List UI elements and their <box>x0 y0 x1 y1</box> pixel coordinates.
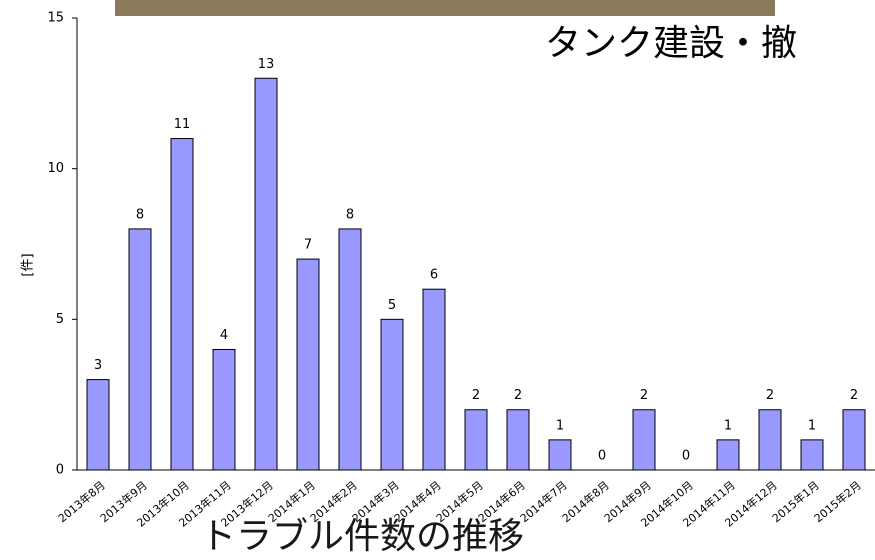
value-label: 4 <box>220 328 228 343</box>
y-tick-label: 10 <box>47 161 64 176</box>
value-label: 0 <box>682 449 690 464</box>
y-axis-label: [件] <box>21 253 36 276</box>
bar <box>296 258 320 471</box>
bar <box>548 439 572 471</box>
value-label: 11 <box>174 117 191 132</box>
value-label: 2 <box>766 388 774 403</box>
value-label: 2 <box>514 388 522 403</box>
value-label: 6 <box>430 268 438 283</box>
value-label: 3 <box>94 358 102 373</box>
bar <box>758 409 782 471</box>
chart-subtitle: トラブル件数の推移 <box>200 516 524 557</box>
photo-strip <box>115 0 775 16</box>
y-tick-label: 5 <box>56 312 64 327</box>
value-label: 2 <box>850 388 858 403</box>
value-label: 8 <box>346 207 354 222</box>
bar <box>842 409 866 471</box>
value-label: 2 <box>472 388 480 403</box>
bar <box>86 379 110 471</box>
y-tick-label: 15 <box>47 11 64 26</box>
bar <box>380 318 404 471</box>
bar <box>422 288 446 471</box>
chart-title: タンク建設・撤 <box>545 23 797 64</box>
bar <box>632 409 656 471</box>
bar <box>506 409 530 471</box>
bar <box>254 77 278 471</box>
x-tick-label: 2015年2月 <box>811 478 864 525</box>
value-label: 0 <box>598 449 606 464</box>
value-label: 13 <box>258 57 275 72</box>
value-label: 1 <box>556 418 564 433</box>
value-label: 2 <box>640 388 648 403</box>
bar <box>716 439 740 471</box>
bar <box>800 439 824 471</box>
value-label: 5 <box>388 298 396 313</box>
bar <box>338 228 362 471</box>
value-label: 1 <box>808 418 816 433</box>
value-label: 1 <box>724 418 732 433</box>
y-tick-label: 0 <box>56 463 64 478</box>
value-label: 8 <box>136 207 144 222</box>
bar <box>212 348 236 471</box>
value-label: 7 <box>304 238 312 253</box>
bar <box>128 228 152 471</box>
bar <box>464 409 488 471</box>
bar <box>170 138 194 471</box>
